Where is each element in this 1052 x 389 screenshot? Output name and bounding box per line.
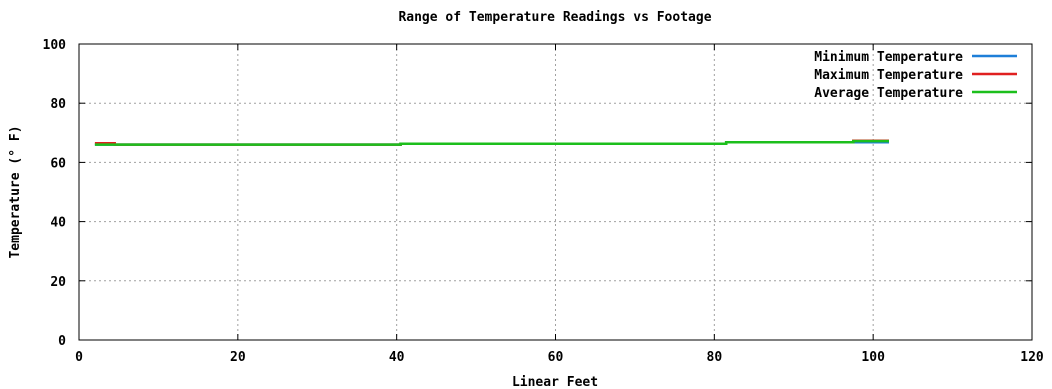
legend-label: Minimum Temperature <box>814 50 963 65</box>
y-tick-label: 0 <box>58 334 66 349</box>
x-tick-label: 100 <box>861 350 885 365</box>
x-tick-label: 0 <box>75 350 83 365</box>
x-axis-label: Linear Feet <box>512 375 598 389</box>
x-tick-label: 60 <box>548 350 564 365</box>
y-tick-label: 20 <box>50 275 66 290</box>
grid <box>79 44 1032 340</box>
x-tick-label: 20 <box>230 350 246 365</box>
y-axis-label: Temperature (° F) <box>8 125 23 258</box>
y-tick-label: 80 <box>50 97 66 112</box>
y-tick-label: 60 <box>50 156 66 171</box>
legend-label: Average Temperature <box>814 86 963 101</box>
y-tick-label: 100 <box>43 38 67 53</box>
chart-title: Range of Temperature Readings vs Footage <box>398 10 711 25</box>
x-tick-label: 120 <box>1020 350 1044 365</box>
legend-label: Maximum Temperature <box>814 68 963 83</box>
legend: Minimum Temperature Maximum Temperature Av… <box>814 50 1017 101</box>
series-line-3 <box>94 139 889 146</box>
y-tick-label: 40 <box>50 216 66 231</box>
axis-ticks: 0 20 40 60 80 100 120 0 20 40 60 80 100 <box>43 38 1044 365</box>
x-tick-label: 80 <box>707 350 723 365</box>
x-tick-label: 40 <box>389 350 405 365</box>
series-lines <box>94 139 889 146</box>
